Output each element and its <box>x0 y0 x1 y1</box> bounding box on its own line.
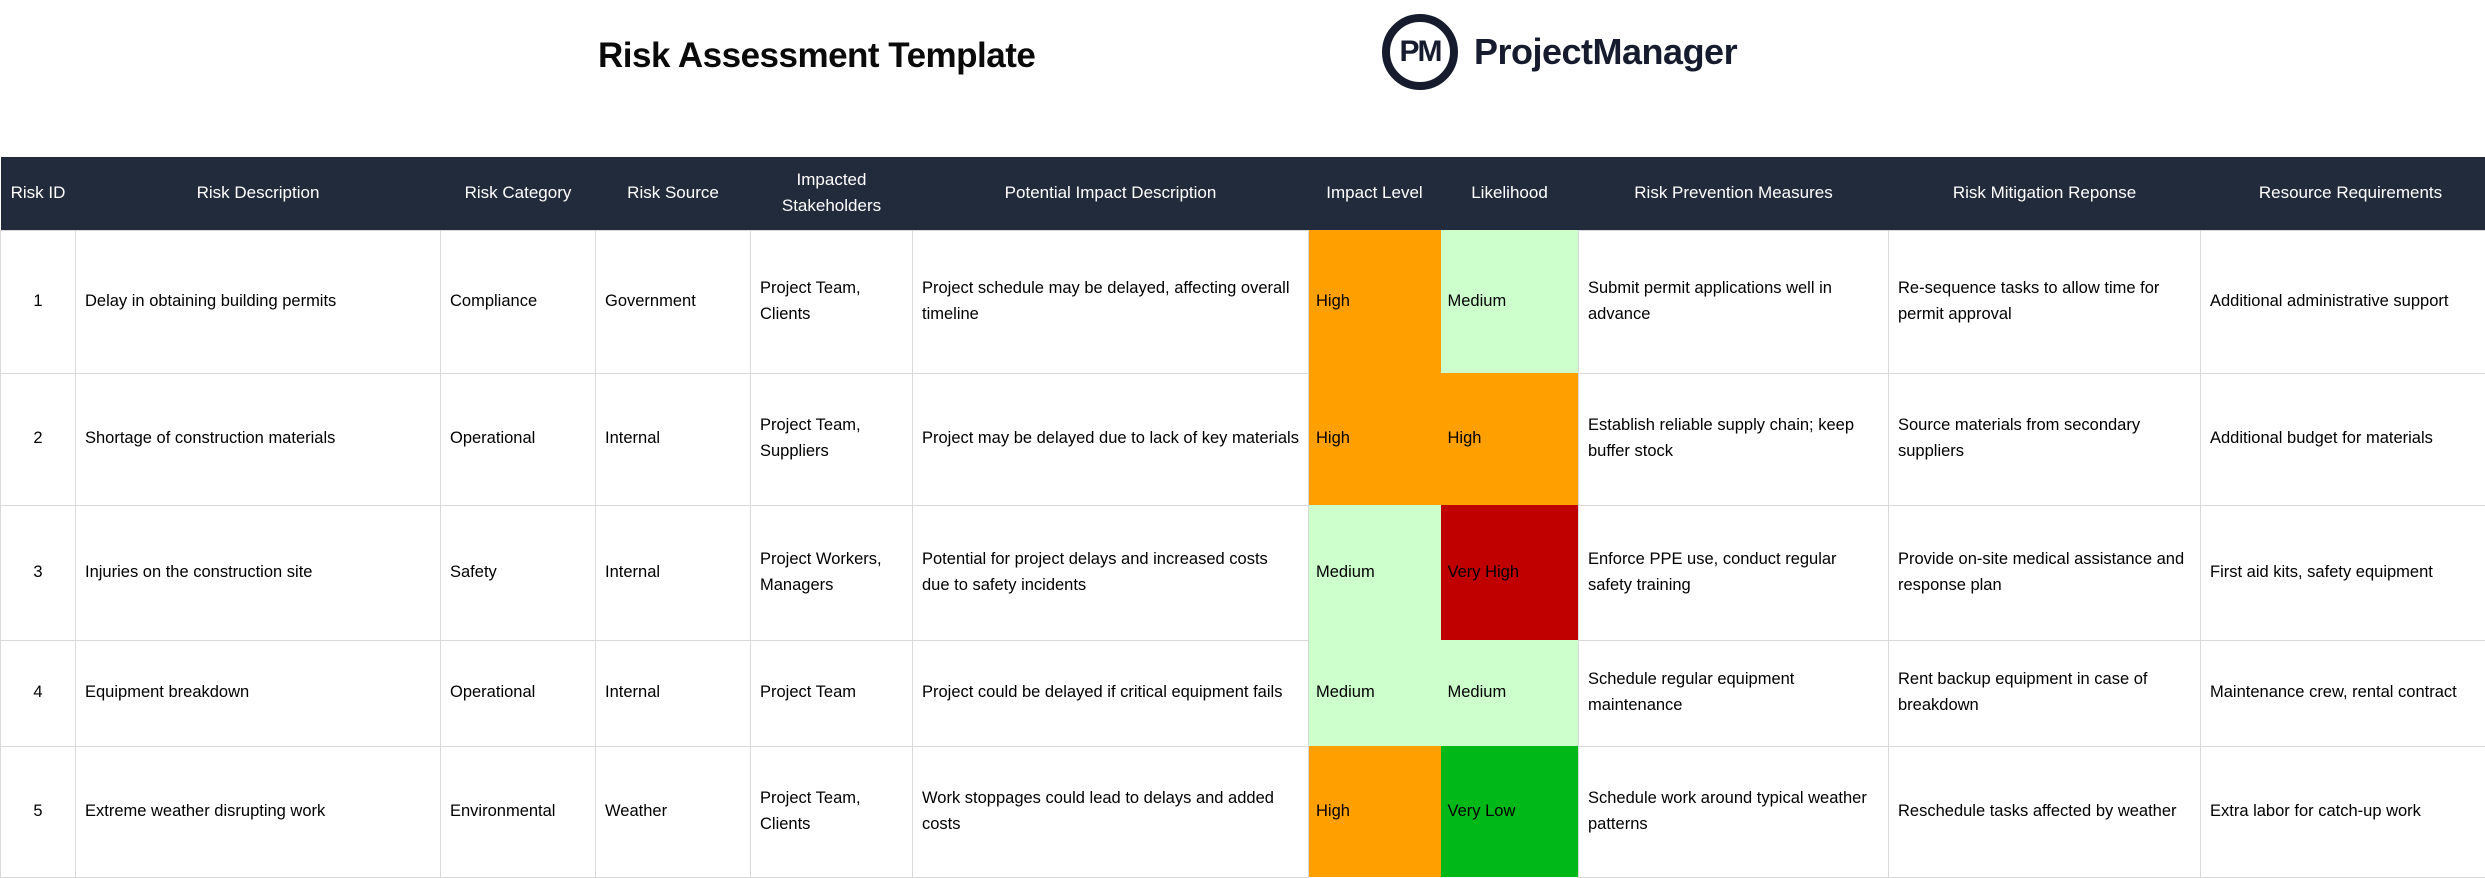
table-row: 2 Shortage of construction materials Ope… <box>1 373 2485 505</box>
header-cell-risk-prevention-measures[interactable]: Risk Prevention Measures <box>1579 157 1889 230</box>
cell-risk-mitigation-reponse[interactable]: Re-sequence tasks to allow time for perm… <box>1889 230 2201 373</box>
cell-impacted-stakeholders[interactable]: Project Team <box>751 640 913 746</box>
header-cell-risk-mitigation-reponse[interactable]: Risk Mitigation Reponse <box>1889 157 2201 230</box>
cell-risk-source[interactable]: Internal <box>596 505 751 640</box>
table-row: 1 Delay in obtaining building permits Co… <box>1 230 2485 373</box>
cell-likelihood[interactable]: Very Low <box>1441 746 1579 877</box>
cell-risk-source[interactable]: Internal <box>596 640 751 746</box>
cell-risk-id[interactable]: 1 <box>1 230 76 373</box>
cell-risk-id[interactable]: 3 <box>1 505 76 640</box>
cell-impact-level[interactable]: Medium <box>1309 640 1441 746</box>
header-cell-risk-category[interactable]: Risk Category <box>441 157 596 230</box>
cell-risk-id[interactable]: 2 <box>1 373 76 505</box>
cell-risk-id[interactable]: 4 <box>1 640 76 746</box>
risk-assessment-table: Risk ID Risk Description Risk Category R… <box>0 157 2485 878</box>
table-row: 3 Injuries on the construction site Safe… <box>1 505 2485 640</box>
cell-impact-level[interactable]: High <box>1309 373 1441 505</box>
cell-impact-level[interactable]: High <box>1309 746 1441 877</box>
cell-likelihood[interactable]: Very High <box>1441 505 1579 640</box>
cell-risk-description[interactable]: Shortage of construction materials <box>76 373 441 505</box>
header-cell-risk-id[interactable]: Risk ID <box>1 157 76 230</box>
header-cell-resource-requirements[interactable]: Resource Requirements <box>2201 157 2485 230</box>
cell-risk-source[interactable]: Government <box>596 230 751 373</box>
cell-risk-category[interactable]: Compliance <box>441 230 596 373</box>
cell-potential-impact-description[interactable]: Potential for project delays and increas… <box>913 505 1309 640</box>
table-row: 5 Extreme weather disrupting work Enviro… <box>1 746 2485 877</box>
cell-risk-description[interactable]: Injuries on the construction site <box>76 505 441 640</box>
cell-resource-requirements[interactable]: Additional budget for materials <box>2201 373 2485 505</box>
cell-risk-prevention-measures[interactable]: Enforce PPE use, conduct regular safety … <box>1579 505 1889 640</box>
cell-risk-description[interactable]: Delay in obtaining building permits <box>76 230 441 373</box>
header-cell-impact-level[interactable]: Impact Level <box>1309 157 1441 230</box>
cell-risk-category[interactable]: Environmental <box>441 746 596 877</box>
cell-potential-impact-description[interactable]: Project could be delayed if critical equ… <box>913 640 1309 746</box>
cell-likelihood[interactable]: Medium <box>1441 640 1579 746</box>
cell-impact-level[interactable]: Medium <box>1309 505 1441 640</box>
table-row: 4 Equipment breakdown Operational Intern… <box>1 640 2485 746</box>
pm-monogram-icon: PM <box>1382 14 1458 90</box>
cell-resource-requirements[interactable]: Extra labor for catch-up work <box>2201 746 2485 877</box>
brand-logo: PM ProjectManager <box>1382 14 1737 90</box>
cell-risk-prevention-measures[interactable]: Schedule work around typical weather pat… <box>1579 746 1889 877</box>
cell-impacted-stakeholders[interactable]: Project Team, Suppliers <box>751 373 913 505</box>
cell-resource-requirements[interactable]: Maintenance crew, rental contract <box>2201 640 2485 746</box>
cell-risk-description[interactable]: Equipment breakdown <box>76 640 441 746</box>
header-cell-risk-description[interactable]: Risk Description <box>76 157 441 230</box>
cell-risk-source[interactable]: Internal <box>596 373 751 505</box>
cell-risk-mitigation-reponse[interactable]: Reschedule tasks affected by weather <box>1889 746 2201 877</box>
cell-risk-prevention-measures[interactable]: Schedule regular equipment maintenance <box>1579 640 1889 746</box>
header-cell-impacted-stakeholders[interactable]: Impacted Stakeholders <box>751 157 913 230</box>
header-cell-likelihood[interactable]: Likelihood <box>1441 157 1579 230</box>
cell-risk-description[interactable]: Extreme weather disrupting work <box>76 746 441 877</box>
cell-risk-mitigation-reponse[interactable]: Provide on-site medical assistance and r… <box>1889 505 2201 640</box>
cell-risk-mitigation-reponse[interactable]: Source materials from secondary supplier… <box>1889 373 2201 505</box>
cell-potential-impact-description[interactable]: Project schedule may be delayed, affecti… <box>913 230 1309 373</box>
cell-potential-impact-description[interactable]: Project may be delayed due to lack of ke… <box>913 373 1309 505</box>
cell-likelihood[interactable]: Medium <box>1441 230 1579 373</box>
cell-risk-mitigation-reponse[interactable]: Rent backup equipment in case of breakdo… <box>1889 640 2201 746</box>
cell-impacted-stakeholders[interactable]: Project Team, Clients <box>751 746 913 877</box>
cell-impacted-stakeholders[interactable]: Project Workers, Managers <box>751 505 913 640</box>
header-cell-risk-source[interactable]: Risk Source <box>596 157 751 230</box>
cell-risk-category[interactable]: Operational <box>441 373 596 505</box>
cell-risk-prevention-measures[interactable]: Submit permit applications well in advan… <box>1579 230 1889 373</box>
table-header-row: Risk ID Risk Description Risk Category R… <box>1 157 2485 230</box>
brand-name: ProjectManager <box>1474 31 1737 73</box>
cell-impacted-stakeholders[interactable]: Project Team, Clients <box>751 230 913 373</box>
page-title: Risk Assessment Template <box>598 36 1035 76</box>
cell-risk-category[interactable]: Safety <box>441 505 596 640</box>
cell-likelihood[interactable]: High <box>1441 373 1579 505</box>
cell-risk-prevention-measures[interactable]: Establish reliable supply chain; keep bu… <box>1579 373 1889 505</box>
cell-risk-source[interactable]: Weather <box>596 746 751 877</box>
header-cell-potential-impact-description[interactable]: Potential Impact Description <box>913 157 1309 230</box>
cell-impact-level[interactable]: High <box>1309 230 1441 373</box>
cell-potential-impact-description[interactable]: Work stoppages could lead to delays and … <box>913 746 1309 877</box>
cell-risk-category[interactable]: Operational <box>441 640 596 746</box>
cell-resource-requirements[interactable]: First aid kits, safety equipment <box>2201 505 2485 640</box>
cell-resource-requirements[interactable]: Additional administrative support <box>2201 230 2485 373</box>
cell-risk-id[interactable]: 5 <box>1 746 76 877</box>
